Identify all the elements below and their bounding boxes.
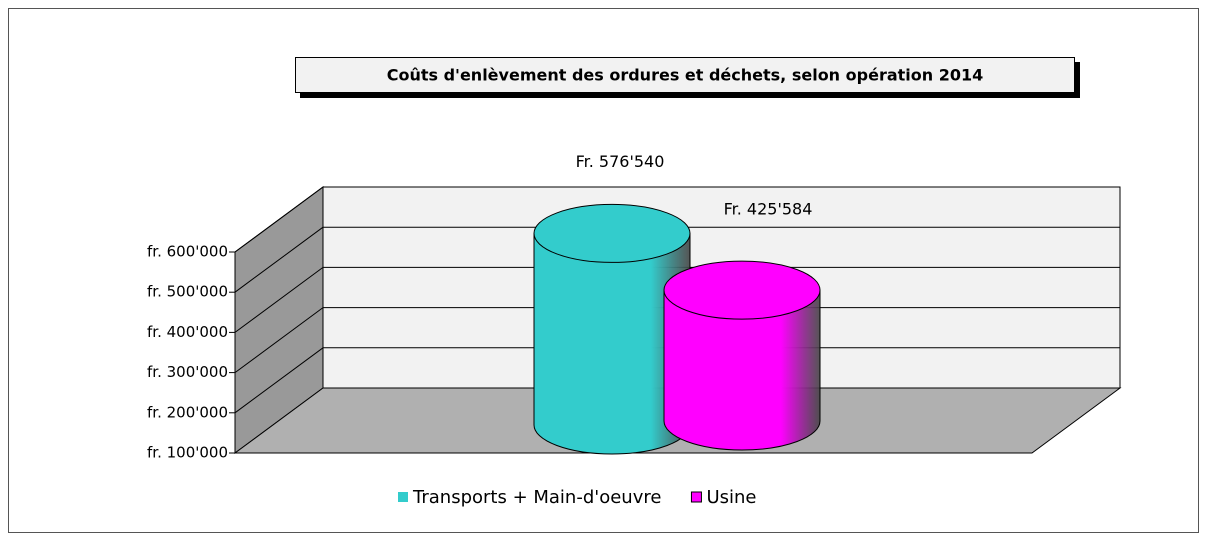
grid-line — [234, 266, 324, 333]
y-tick-label: fr. 600'000 — [147, 243, 228, 261]
grid-line — [234, 347, 324, 414]
cylinder — [663, 260, 821, 451]
value-label: Fr. 576'540 — [576, 152, 665, 171]
legend-swatch — [398, 492, 408, 502]
cylinder-top — [533, 203, 691, 263]
cylinder-top — [663, 260, 821, 320]
chart-title: Coûts d'enlèvement des ordures et déchet… — [387, 66, 984, 85]
legend-label: Transports + Main-d'oeuvre — [412, 487, 661, 508]
y-tick-label: fr. 300'000 — [147, 363, 228, 381]
value-label: Fr. 425'584 — [724, 200, 813, 219]
y-tick-label: fr. 400'000 — [147, 323, 228, 341]
grid-line — [234, 307, 324, 374]
y-tick-label: fr. 500'000 — [147, 283, 228, 301]
y-tick-label: fr. 200'000 — [147, 403, 228, 421]
y-tick-label: fr. 100'000 — [147, 444, 228, 462]
legend-label: Usine — [706, 487, 756, 508]
cylinder — [533, 203, 691, 455]
legend-swatch — [690, 491, 702, 503]
grid-line — [234, 226, 324, 293]
grid-line — [234, 186, 324, 253]
cylinder-body — [663, 289, 821, 451]
title-box — [295, 57, 1075, 93]
